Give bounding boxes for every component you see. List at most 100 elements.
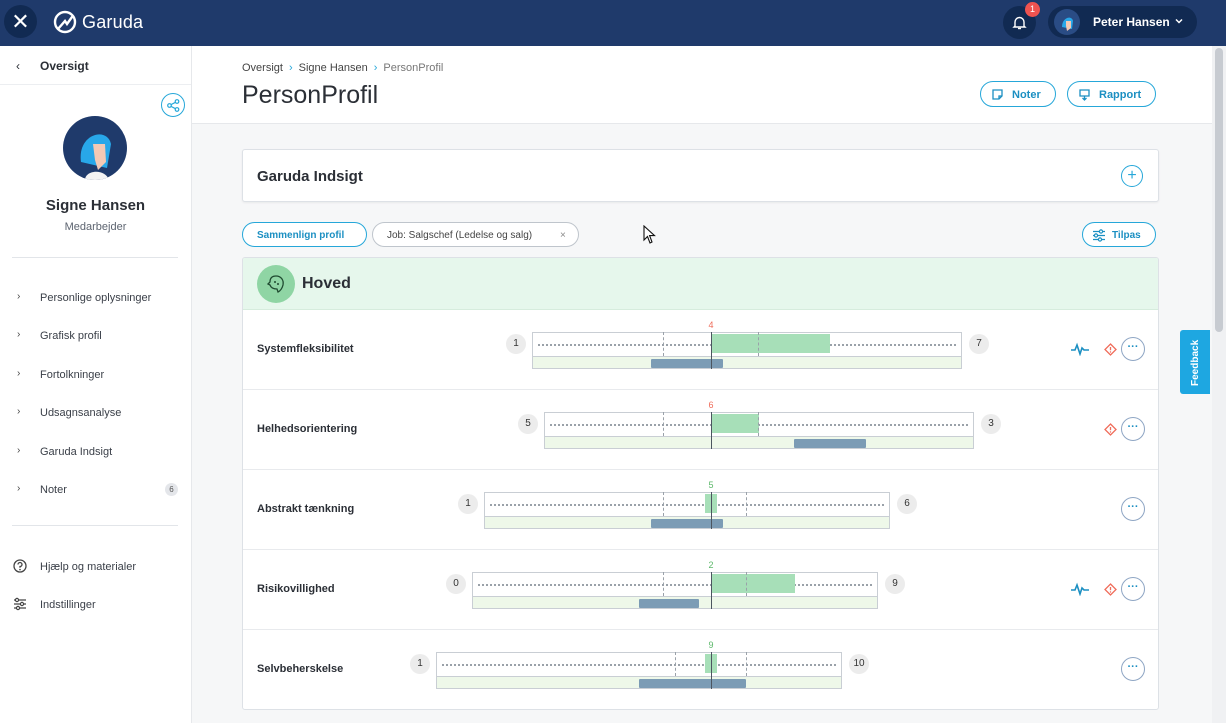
breadcrumb-separator: ›	[373, 62, 378, 74]
sidebar-item-label: Garuda Indsigt	[40, 446, 113, 458]
scale-reference-track	[532, 356, 962, 369]
profile-role: Medarbejder	[64, 221, 127, 233]
breadcrumb-item[interactable]: Oversigt	[242, 62, 283, 74]
job-filter-label: Job: Salgschef (Ledelse og salg)	[387, 230, 533, 241]
sidebar-item-graphic-profile[interactable]: › Grafisk profil	[0, 324, 191, 348]
more-options-button[interactable]: ···	[1121, 577, 1145, 601]
dimension-label: Abstrakt tænkning	[257, 503, 355, 515]
warning-icon[interactable]	[1104, 583, 1117, 596]
share-icon	[167, 99, 180, 112]
breadcrumb-separator: ›	[288, 62, 293, 74]
profile-avatar	[63, 116, 127, 180]
pulse-icon[interactable]	[1070, 582, 1090, 596]
score-value: 4	[708, 320, 714, 330]
right-value: 9	[885, 574, 905, 594]
hoved-section: Hoved Systemfleksibilitet 1 4 7 ··· Helh…	[242, 257, 1159, 710]
feedback-tab[interactable]: Feedback	[1180, 330, 1210, 394]
more-options-button[interactable]: ···	[1121, 337, 1145, 361]
share-button[interactable]	[161, 93, 185, 117]
user-name: Peter Hansen	[1093, 15, 1170, 29]
dimension-row: Abstrakt tænkning 1 5 6 ···	[243, 470, 1158, 550]
profile-range-bar	[711, 574, 795, 593]
notes-count-badge: 6	[165, 483, 178, 496]
close-button[interactable]: ✕	[4, 5, 37, 38]
dimension-row: Helhedsorientering 5 6 3 ···	[243, 390, 1158, 470]
main-scrollbar[interactable]	[1212, 46, 1226, 723]
plus-icon: +	[1127, 167, 1137, 184]
customize-button[interactable]: Tilpas	[1082, 222, 1156, 247]
user-menu[interactable]: Peter Hansen	[1048, 6, 1197, 38]
sidebar-item-notes[interactable]: › Noter 6	[0, 478, 191, 502]
breadcrumb: Oversigt › Signe Hansen › PersonProfil	[242, 62, 443, 74]
expand-insight-button[interactable]: +	[1121, 165, 1143, 187]
close-icon: ✕	[11, 9, 30, 34]
feedback-label: Feedback	[1190, 339, 1201, 386]
garuda-logo-icon	[53, 10, 77, 34]
head-icon	[257, 265, 295, 303]
user-avatar	[1054, 9, 1080, 35]
right-value: 6	[897, 494, 917, 514]
more-options-button[interactable]: ···	[1121, 657, 1145, 681]
app-name: Garuda	[82, 11, 144, 32]
sidebar-item-settings[interactable]: Indstillinger	[0, 593, 191, 617]
chevron-down-icon	[1175, 18, 1183, 24]
compare-profile-button[interactable]: Sammenlign profil	[242, 222, 367, 247]
dimension-label: Systemfleksibilitet	[257, 343, 354, 355]
more-options-button[interactable]: ···	[1121, 417, 1145, 441]
left-value: 0	[446, 574, 466, 594]
job-range-bar	[651, 519, 723, 528]
profile-range-bar	[711, 334, 830, 353]
pulse-icon[interactable]	[1070, 342, 1090, 356]
scale-ticks	[478, 584, 872, 586]
center-marker	[711, 412, 712, 449]
dimension-label: Risikovillighed	[257, 583, 335, 595]
chevron-left-icon: ‹	[16, 59, 20, 73]
chevron-right-icon: ›	[17, 483, 21, 494]
chevron-right-icon: ›	[17, 291, 21, 302]
sidebar-item-interpretations[interactable]: › Fortolkninger	[0, 363, 191, 387]
chevron-right-icon: ›	[17, 406, 21, 417]
scrollbar-thumb[interactable]	[1215, 48, 1223, 332]
report-icon	[1079, 89, 1090, 101]
sidebar-divider	[12, 257, 178, 258]
dashed-marker	[746, 492, 747, 516]
dashed-marker	[758, 412, 759, 436]
chevron-right-icon: ›	[17, 368, 21, 379]
back-to-overview[interactable]: ‹ Oversigt	[0, 46, 191, 85]
sidebar-item-statement-analysis[interactable]: › Udsagnsanalyse	[0, 401, 191, 425]
center-marker	[711, 572, 712, 609]
job-filter-chip[interactable]: Job: Salgschef (Ledelse og salg) ×	[372, 222, 579, 247]
warning-icon[interactable]	[1104, 423, 1117, 436]
more-options-button[interactable]: ···	[1121, 497, 1145, 521]
dashed-marker	[663, 332, 664, 356]
dashed-marker	[746, 572, 747, 596]
notes-button[interactable]: Noter	[980, 81, 1056, 107]
garuda-insight-card: Garuda Indsigt +	[242, 149, 1159, 202]
sidebar-item-garuda-insight[interactable]: › Garuda Indsigt	[0, 440, 191, 464]
help-icon	[13, 559, 27, 573]
compare-profile-label: Sammenlign profil	[257, 230, 345, 241]
sidebar-item-label: Fortolkninger	[40, 369, 105, 381]
left-value: 5	[518, 414, 538, 434]
job-range-bar	[639, 679, 746, 688]
sidebar-item-label: Grafisk profil	[40, 330, 102, 342]
report-button[interactable]: Rapport	[1067, 81, 1156, 107]
remove-job-filter-icon[interactable]: ×	[560, 230, 566, 241]
sidebar-item-personal-info[interactable]: › Personlige oplysninger	[0, 286, 191, 310]
sidebar-item-label: Udsagnsanalyse	[40, 407, 122, 419]
top-bar: ✕ Garuda 1 Peter Hansen	[0, 0, 1226, 46]
section-header: Hoved	[243, 258, 1158, 310]
breadcrumb-item[interactable]: Signe Hansen	[298, 62, 368, 74]
sidebar-item-label: Hjælp og materialer	[40, 561, 136, 573]
notes-button-label: Noter	[1012, 89, 1041, 101]
dashed-marker	[663, 572, 664, 596]
score-value: 9	[708, 640, 714, 650]
garuda-logo[interactable]: Garuda	[52, 9, 143, 35]
page-title: PersonProfil	[242, 81, 379, 109]
center-marker	[711, 492, 712, 529]
sidebar-item-help[interactable]: Hjælp og materialer	[0, 555, 191, 579]
dimension-label: Helhedsorientering	[257, 423, 358, 435]
notification-badge: 1	[1025, 2, 1040, 17]
score-value: 5	[708, 480, 714, 490]
warning-icon[interactable]	[1104, 343, 1117, 356]
